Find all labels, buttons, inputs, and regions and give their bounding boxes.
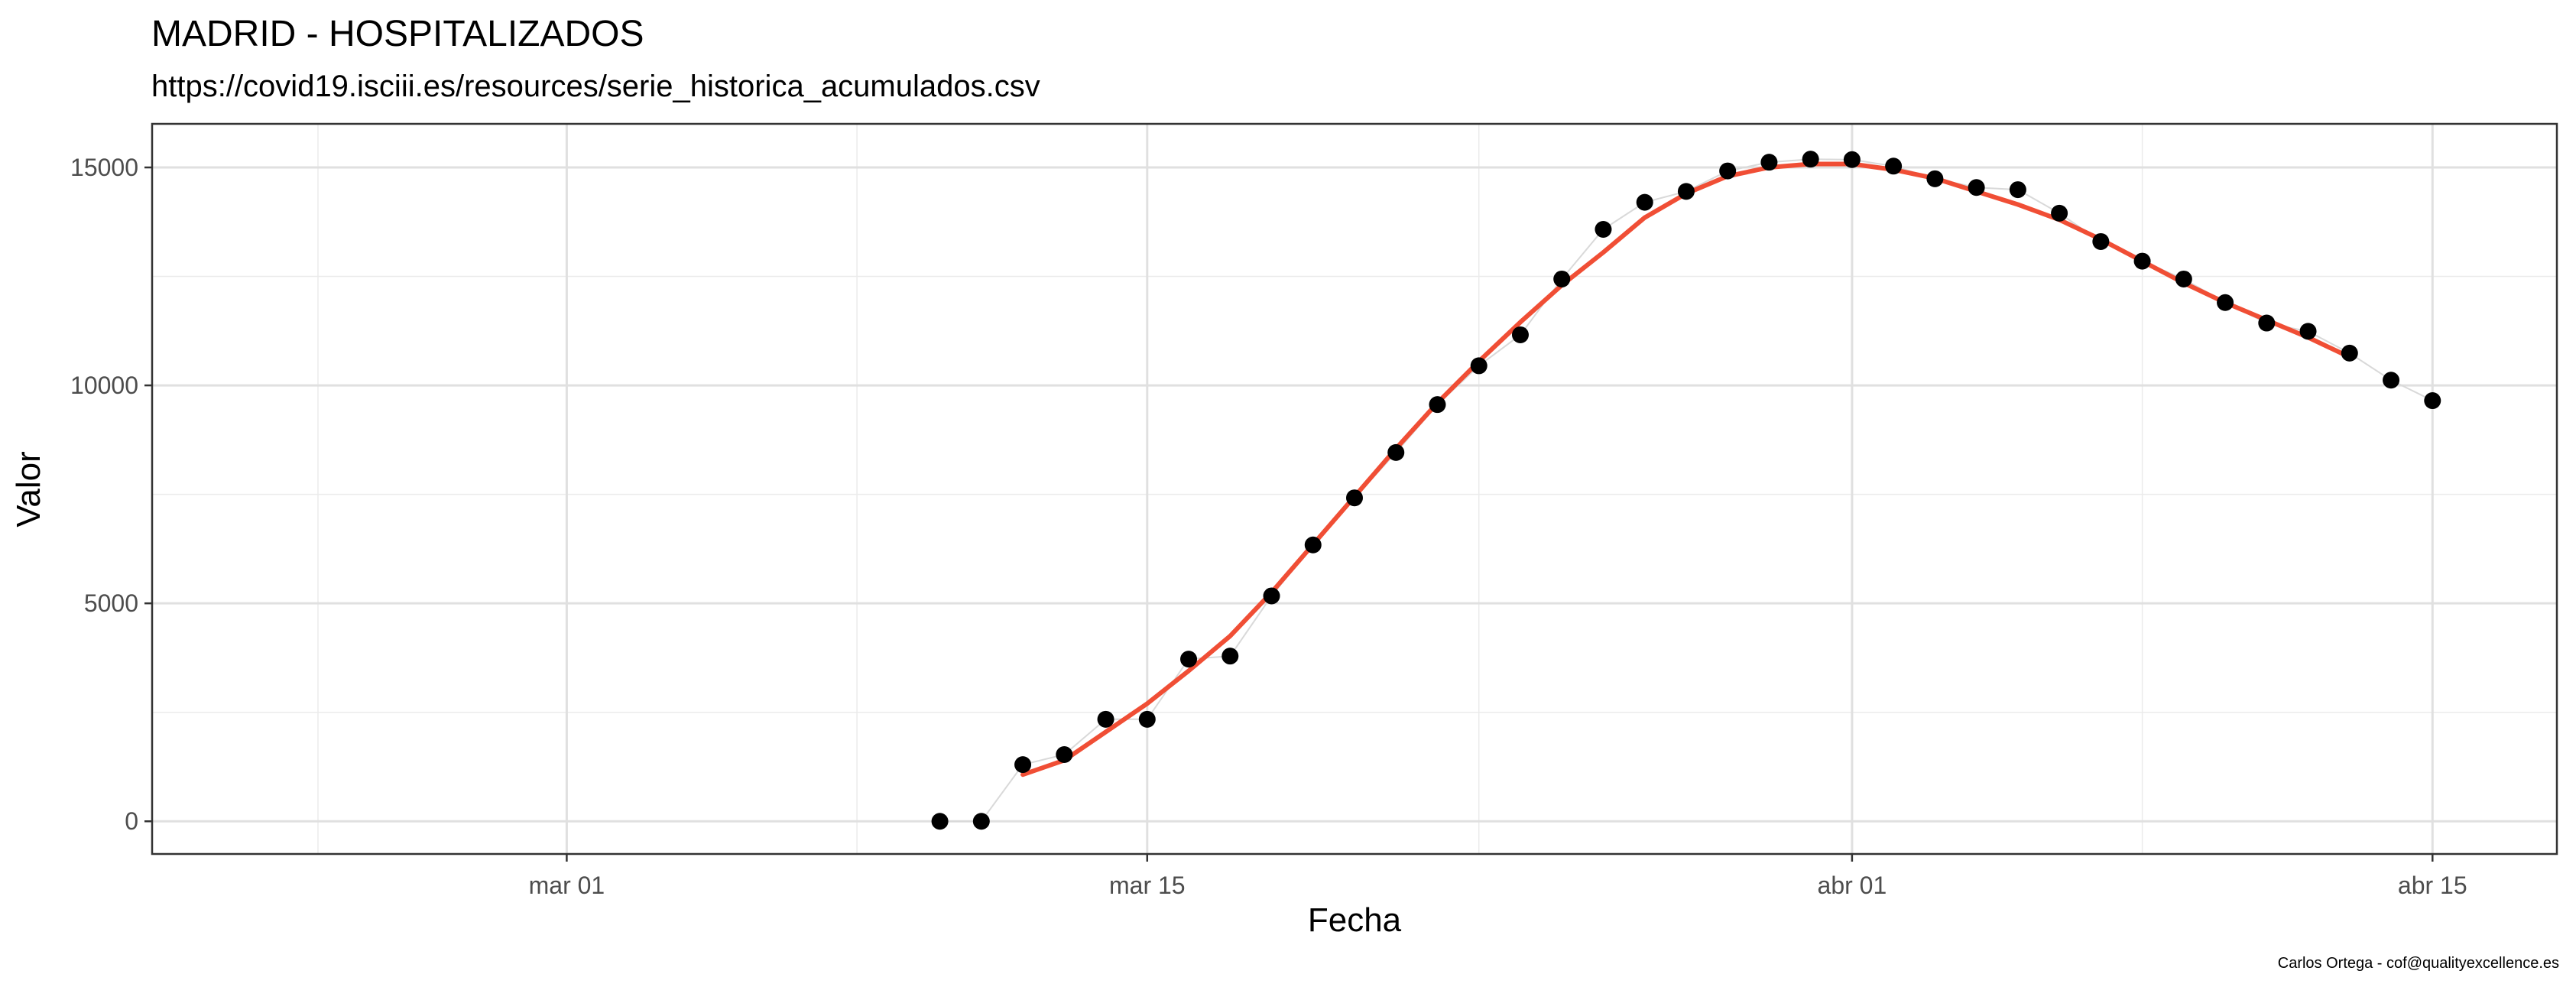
data-point <box>2217 294 2234 311</box>
data-point <box>2258 314 2276 332</box>
x-tick-label: abr 01 <box>1818 872 1887 899</box>
data-point <box>1056 746 1073 764</box>
data-point <box>1553 270 1571 287</box>
y-tick-label: 5000 <box>84 589 138 617</box>
x-tick-label: mar 01 <box>529 872 605 899</box>
data-point <box>972 813 990 830</box>
data-point <box>2299 323 2317 340</box>
data-point <box>1677 183 1695 200</box>
caption: Carlos Ortega - cof@qualityexcellence.es <box>2278 955 2559 972</box>
x-axis-title: Fecha <box>1308 901 1402 939</box>
data-point <box>1180 651 1198 668</box>
data-point <box>1926 170 1944 187</box>
y-axis-title: Valor <box>10 451 47 527</box>
panel-border <box>151 122 2558 856</box>
data-point <box>1221 648 1239 665</box>
data-point <box>1387 443 1405 461</box>
data-point <box>2383 372 2400 389</box>
smooth-layer <box>1020 161 2352 778</box>
data-point <box>1760 154 1778 171</box>
data-point <box>1014 756 1032 774</box>
data-point <box>1636 193 1653 211</box>
x-tick-label: mar 15 <box>1109 872 1186 899</box>
connector-lines <box>939 158 2433 823</box>
data-point <box>1968 179 1985 196</box>
data-point <box>1511 326 1529 343</box>
data-point <box>2009 181 2026 199</box>
x-tick-label: abr 15 <box>2398 872 2467 899</box>
y-tick-label: 15000 <box>70 154 138 181</box>
grid-major <box>152 124 2557 854</box>
y-axis-ticks: 0 5000 10000 15000 <box>70 154 152 835</box>
smooth-line <box>1020 161 2352 778</box>
data-point <box>1304 536 1322 554</box>
data-point <box>1138 710 1156 728</box>
data-point <box>2092 232 2110 250</box>
data-point <box>1802 151 1819 168</box>
y-tick-label: 0 <box>125 807 138 835</box>
chart-subtitle: https://covid19.isciii.es/resources/seri… <box>151 70 1040 103</box>
x-axis-ticks: mar 01 mar 15 abr 01 abr 15 <box>529 854 2467 899</box>
data-point <box>1719 162 1737 180</box>
data-point <box>1885 157 1903 175</box>
chart-title: MADRID - HOSPITALIZADOS <box>151 14 644 54</box>
data-point <box>1263 587 1280 605</box>
data-point <box>1595 220 1612 238</box>
data-point <box>2133 252 2151 270</box>
y-tick-label: 10000 <box>70 372 138 399</box>
data-point <box>2175 270 2192 287</box>
connector-line <box>939 158 2433 823</box>
data-point <box>931 813 949 830</box>
data-point <box>1097 710 1114 728</box>
grid-minor <box>152 124 2557 854</box>
data-point <box>2424 392 2441 410</box>
data-point <box>2341 344 2358 362</box>
data-points <box>931 151 2441 830</box>
data-point <box>1429 396 1446 414</box>
data-point <box>2051 204 2068 222</box>
data-point <box>1843 151 1861 168</box>
data-point <box>1346 489 1363 507</box>
data-point <box>1470 357 1488 375</box>
